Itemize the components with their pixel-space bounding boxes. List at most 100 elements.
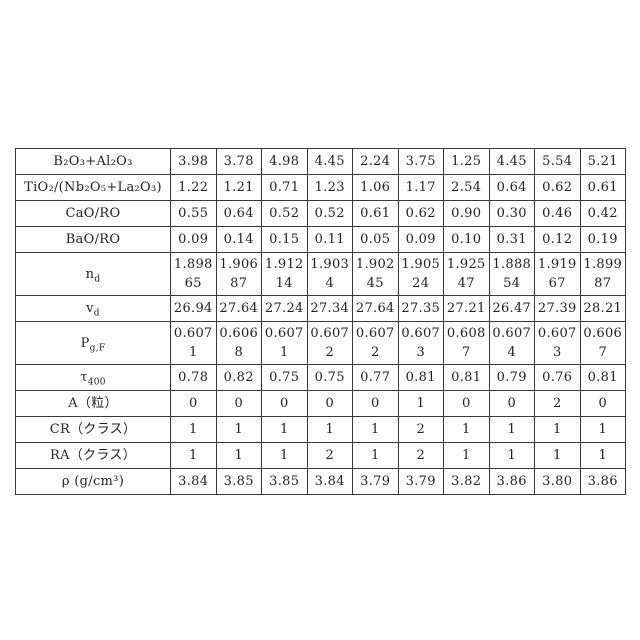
table-cell: 27.64: [215, 295, 262, 322]
table-cell: 0.81: [443, 364, 490, 391]
table-cell: 3.98: [170, 148, 217, 175]
table-cell: 0.62: [397, 200, 444, 227]
table-cell: 5.54: [534, 148, 581, 175]
row-label-text: P: [80, 335, 90, 351]
table-cell: 3.84: [170, 468, 217, 495]
row-label-text: TiO₂/(Nb₂O₅+La₂O₃): [24, 180, 162, 195]
row-label-text: ρ (g/cm³): [61, 474, 125, 489]
table-cell: 0.607 4: [488, 321, 535, 365]
table-cell: 0.31: [488, 226, 535, 253]
table-cell: 1: [261, 416, 308, 443]
table-row: CaO/RO 0.55 0.64 0.52 0.52 0.61 0.62 0.90 0.30 0.…: [15, 200, 626, 227]
row-label-subscript: g,F: [89, 343, 106, 354]
table-cell: 0.61: [352, 200, 399, 227]
table-cell: 0.09: [170, 226, 217, 253]
table-cell: 3.79: [397, 468, 444, 495]
row-label-text: A（粒）: [68, 396, 118, 411]
table-cell: 3.85: [215, 468, 262, 495]
table-cell: 0.607 1: [261, 321, 308, 365]
table-cell: 1: [215, 442, 262, 469]
table-cell: 1: [261, 442, 308, 469]
table-row: ρ (g/cm³) 3.84 3.85 3.85 3.84 3.79 3.79 3.82 3.8…: [15, 468, 626, 495]
table-cell: 1.23: [306, 174, 353, 201]
table-cell: 1: [397, 390, 444, 417]
table-cell: 1: [534, 416, 581, 443]
table-cell: 27.35: [397, 295, 444, 322]
table-cell: 0.12: [534, 226, 581, 253]
table-cell: 1.925 47: [443, 252, 490, 296]
table-cell: 1: [534, 442, 581, 469]
table-row: vd 26.94 27.64 27.24 27.34 27.64 27.35 27.21 26.…: [15, 295, 626, 322]
table-cell: 2: [306, 442, 353, 469]
row-label: TiO₂/(Nb₂O₅+La₂O₃): [15, 174, 171, 201]
table-cell: 5.21: [579, 148, 626, 175]
table-cell: 0.42: [579, 200, 626, 227]
table-cell: 1.21: [215, 174, 262, 201]
table-cell: 3.78: [215, 148, 262, 175]
table-cell: 1: [579, 442, 626, 469]
table-cell: 1.888 54: [488, 252, 535, 296]
table-cell: 0.607 3: [534, 321, 581, 365]
table-cell: 0.05: [352, 226, 399, 253]
table-cell: 0.607 3: [397, 321, 444, 365]
table-cell: 1: [488, 416, 535, 443]
row-label-subscript: 400: [87, 377, 106, 388]
table-cell: 27.21: [443, 295, 490, 322]
table-cell: 0.61: [579, 174, 626, 201]
row-label-text: τ: [80, 370, 88, 385]
row-label: CR（クラス）: [15, 416, 171, 443]
row-label: τ400: [15, 364, 171, 391]
table-cell: 3.86: [488, 468, 535, 495]
table-cell: 0.64: [215, 200, 262, 227]
table-cell: 0.82: [215, 364, 262, 391]
table-cell: 0.75: [261, 364, 308, 391]
table-cell: 2: [397, 416, 444, 443]
table-row: BaO/RO 0.09 0.14 0.15 0.11 0.05 0.09 0.10 0.31 0.…: [15, 226, 626, 253]
table-cell: 27.34: [306, 295, 353, 322]
table-cell: 1.899 87: [579, 252, 626, 296]
table-row: RA（クラス） 1 1 1 2 1 2 1 1 1 1: [15, 442, 626, 469]
table-cell: 28.21: [579, 295, 626, 322]
table-cell: 4.98: [261, 148, 308, 175]
row-label-text: CaO/RO: [65, 206, 121, 221]
table-cell: 0.607 2: [306, 321, 353, 365]
row-label: A（粒）: [15, 390, 171, 417]
row-label: CaO/RO: [15, 200, 171, 227]
table-cell: 3.86: [579, 468, 626, 495]
row-label: vd: [15, 295, 171, 322]
table-cell: 0.75: [306, 364, 353, 391]
table-cell: 0: [261, 390, 308, 417]
table-cell: 0.607 1: [170, 321, 217, 365]
table-cell: 0.607 2: [352, 321, 399, 365]
table-cell: 0.11: [306, 226, 353, 253]
table-body: B₂O₃+Al₂O₃ 3.98 3.78 4.98 4.45 2.24 3.75 1.25 4.…: [15, 148, 626, 495]
table-cell: 3.84: [306, 468, 353, 495]
table-cell: 0.606 7: [579, 321, 626, 365]
table-cell: 0.79: [488, 364, 535, 391]
table-cell: 3.82: [443, 468, 490, 495]
table-cell: 26.47: [488, 295, 535, 322]
table-cell: 1: [352, 416, 399, 443]
table-cell: 0.78: [170, 364, 217, 391]
table-cell: 0.46: [534, 200, 581, 227]
row-label-text: BaO/RO: [65, 232, 121, 247]
table-cell: 0: [170, 390, 217, 417]
table-cell: 0.14: [215, 226, 262, 253]
table-row: B₂O₃+Al₂O₃ 3.98 3.78 4.98 4.45 2.24 3.75 1.25 4.…: [15, 148, 626, 175]
table-cell: 0.608 7: [443, 321, 490, 365]
table-cell: 1.898 65: [170, 252, 217, 296]
row-label-text: v: [86, 301, 94, 316]
table-cell: 1.912 14: [261, 252, 308, 296]
row-label-text: RA（クラス）: [49, 448, 137, 463]
table-cell: 3.85: [261, 468, 308, 495]
row-label-subscript: d: [94, 274, 101, 285]
table-cell: 1: [170, 442, 217, 469]
table-cell: 1: [579, 416, 626, 443]
table-cell: 1: [170, 416, 217, 443]
table-cell: 27.39: [534, 295, 581, 322]
table-cell: 0.10: [443, 226, 490, 253]
table-cell: 0.15: [261, 226, 308, 253]
table-cell: 0.76: [534, 364, 581, 391]
